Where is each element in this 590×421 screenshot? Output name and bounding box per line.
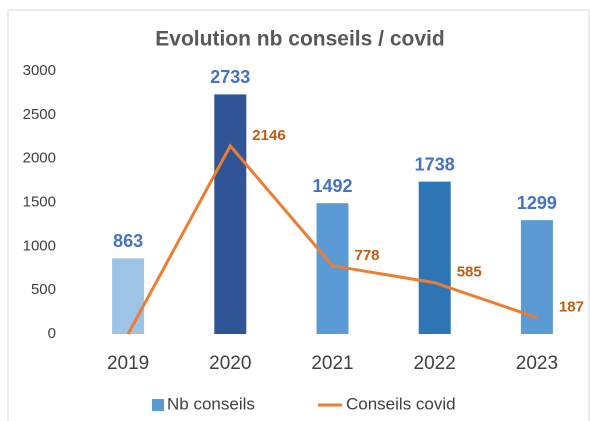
bar	[112, 258, 145, 334]
bar	[418, 181, 451, 334]
x-tick-label: 2019	[107, 353, 149, 374]
y-tick-label: 1500	[23, 193, 56, 210]
y-tick-label: 2000	[23, 150, 56, 167]
data-label: 2146	[252, 127, 285, 144]
y-tick-label: 1000	[23, 237, 56, 254]
x-tick-label: 2020	[209, 353, 251, 374]
line	[126, 143, 538, 335]
bar	[214, 94, 247, 334]
y-tick-label: 3000	[23, 62, 56, 79]
x-tick-label: 2023	[516, 353, 558, 374]
y-tick-label: 500	[31, 281, 56, 298]
y-tick-label: 2500	[23, 106, 56, 123]
x-tick-label: 2022	[414, 353, 456, 374]
data-label: 863	[113, 231, 143, 251]
data-label: 2733	[210, 67, 250, 87]
data-label: 1299	[517, 193, 557, 213]
data-label: 778	[355, 247, 380, 264]
data-label: 187	[559, 299, 584, 316]
chart-frame	[7, 9, 590, 421]
legend-swatch	[152, 399, 164, 411]
legend-label: Nb conseils	[167, 394, 255, 413]
legend-label: Conseils covid	[346, 394, 456, 413]
x-tick-label: 2021	[311, 353, 353, 374]
chart-title: Evolution nb conseils / covid	[155, 28, 444, 51]
data-label: 1738	[415, 154, 455, 174]
y-tick-label: 0	[48, 325, 56, 342]
data-label: 585	[457, 264, 482, 281]
data-label: 1492	[312, 176, 352, 196]
